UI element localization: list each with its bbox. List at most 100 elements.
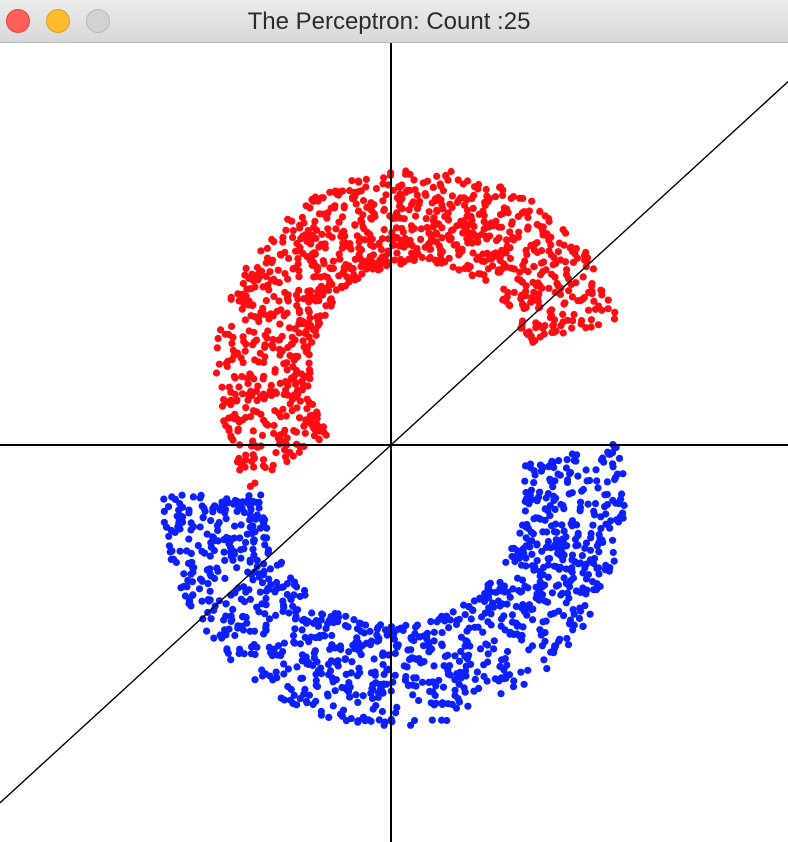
data-point (418, 678, 426, 686)
data-point (449, 608, 457, 616)
data-point (383, 258, 391, 266)
data-point (554, 248, 562, 256)
data-point (548, 328, 556, 336)
data-point (199, 514, 207, 522)
data-point (454, 176, 462, 184)
data-point (532, 324, 540, 332)
data-point (348, 658, 356, 666)
data-point (521, 507, 530, 515)
data-point (578, 295, 586, 303)
data-point (359, 196, 368, 205)
data-point (524, 499, 532, 507)
data-point (246, 595, 254, 604)
data-point (292, 428, 301, 436)
minimize-button[interactable] (46, 9, 70, 33)
data-point (285, 324, 293, 332)
data-point (597, 524, 605, 533)
data-point (570, 310, 578, 319)
data-point (363, 639, 371, 647)
data-point (345, 648, 353, 656)
data-point (534, 304, 543, 312)
data-point (476, 645, 485, 653)
data-point (243, 285, 251, 293)
data-point (280, 660, 288, 668)
data-point (225, 426, 233, 435)
data-point (260, 372, 268, 380)
data-point (274, 266, 282, 274)
data-point (231, 374, 239, 382)
data-point (164, 503, 173, 511)
data-point (467, 615, 475, 623)
data-point (220, 502, 228, 510)
data-point (358, 270, 366, 278)
data-point (437, 196, 445, 204)
data-point (557, 256, 565, 264)
data-point (328, 641, 336, 649)
data-point (548, 270, 556, 278)
data-point (530, 467, 538, 475)
data-point (259, 456, 268, 464)
data-point (346, 187, 354, 195)
data-point (270, 429, 278, 437)
data-point (246, 556, 254, 564)
data-point (546, 475, 554, 483)
data-point (275, 297, 283, 305)
data-point (222, 600, 230, 608)
data-point (560, 551, 568, 559)
data-point (240, 583, 248, 591)
data-point (526, 460, 535, 468)
data-point (484, 618, 492, 626)
data-point (506, 254, 514, 263)
data-point (519, 194, 527, 202)
data-point (378, 651, 387, 659)
data-point (492, 217, 500, 225)
data-point (262, 272, 270, 280)
data-point (302, 416, 310, 424)
data-point (588, 287, 596, 295)
data-point (271, 277, 279, 285)
data-point (298, 657, 306, 665)
data-point (522, 562, 530, 570)
close-button[interactable] (6, 9, 30, 33)
data-point (248, 302, 256, 310)
data-point (351, 188, 359, 196)
data-point (231, 410, 239, 418)
data-point (579, 273, 587, 281)
data-point (277, 306, 285, 314)
data-point (611, 308, 619, 316)
data-point (294, 260, 302, 268)
data-point (227, 548, 235, 556)
data-point (408, 635, 416, 643)
data-point (578, 552, 587, 560)
data-point (239, 626, 247, 634)
data-point (603, 490, 611, 498)
data-point (293, 239, 301, 248)
data-point (228, 322, 236, 330)
data-point (437, 250, 445, 258)
data-point (255, 504, 263, 512)
data-point (300, 422, 308, 430)
data-point (329, 702, 337, 710)
data-point (592, 466, 600, 474)
class-a-points (212, 167, 619, 490)
data-point (312, 331, 320, 339)
perceptron-plot (0, 43, 788, 842)
zoom-button[interactable] (86, 9, 110, 33)
data-point (539, 226, 547, 235)
data-point (447, 167, 455, 176)
data-point (241, 347, 249, 355)
data-point (439, 205, 447, 213)
data-point (311, 217, 319, 225)
data-point (234, 622, 242, 630)
data-point (513, 622, 521, 630)
data-point (597, 513, 605, 521)
title-bar[interactable]: The Perceptron: Count :25 (0, 0, 788, 43)
data-point (419, 179, 427, 187)
data-point (484, 650, 492, 658)
data-point (464, 702, 472, 710)
data-point (247, 413, 255, 421)
data-point (568, 293, 577, 301)
data-point (444, 651, 452, 659)
data-point (187, 549, 195, 558)
data-point (585, 306, 593, 314)
